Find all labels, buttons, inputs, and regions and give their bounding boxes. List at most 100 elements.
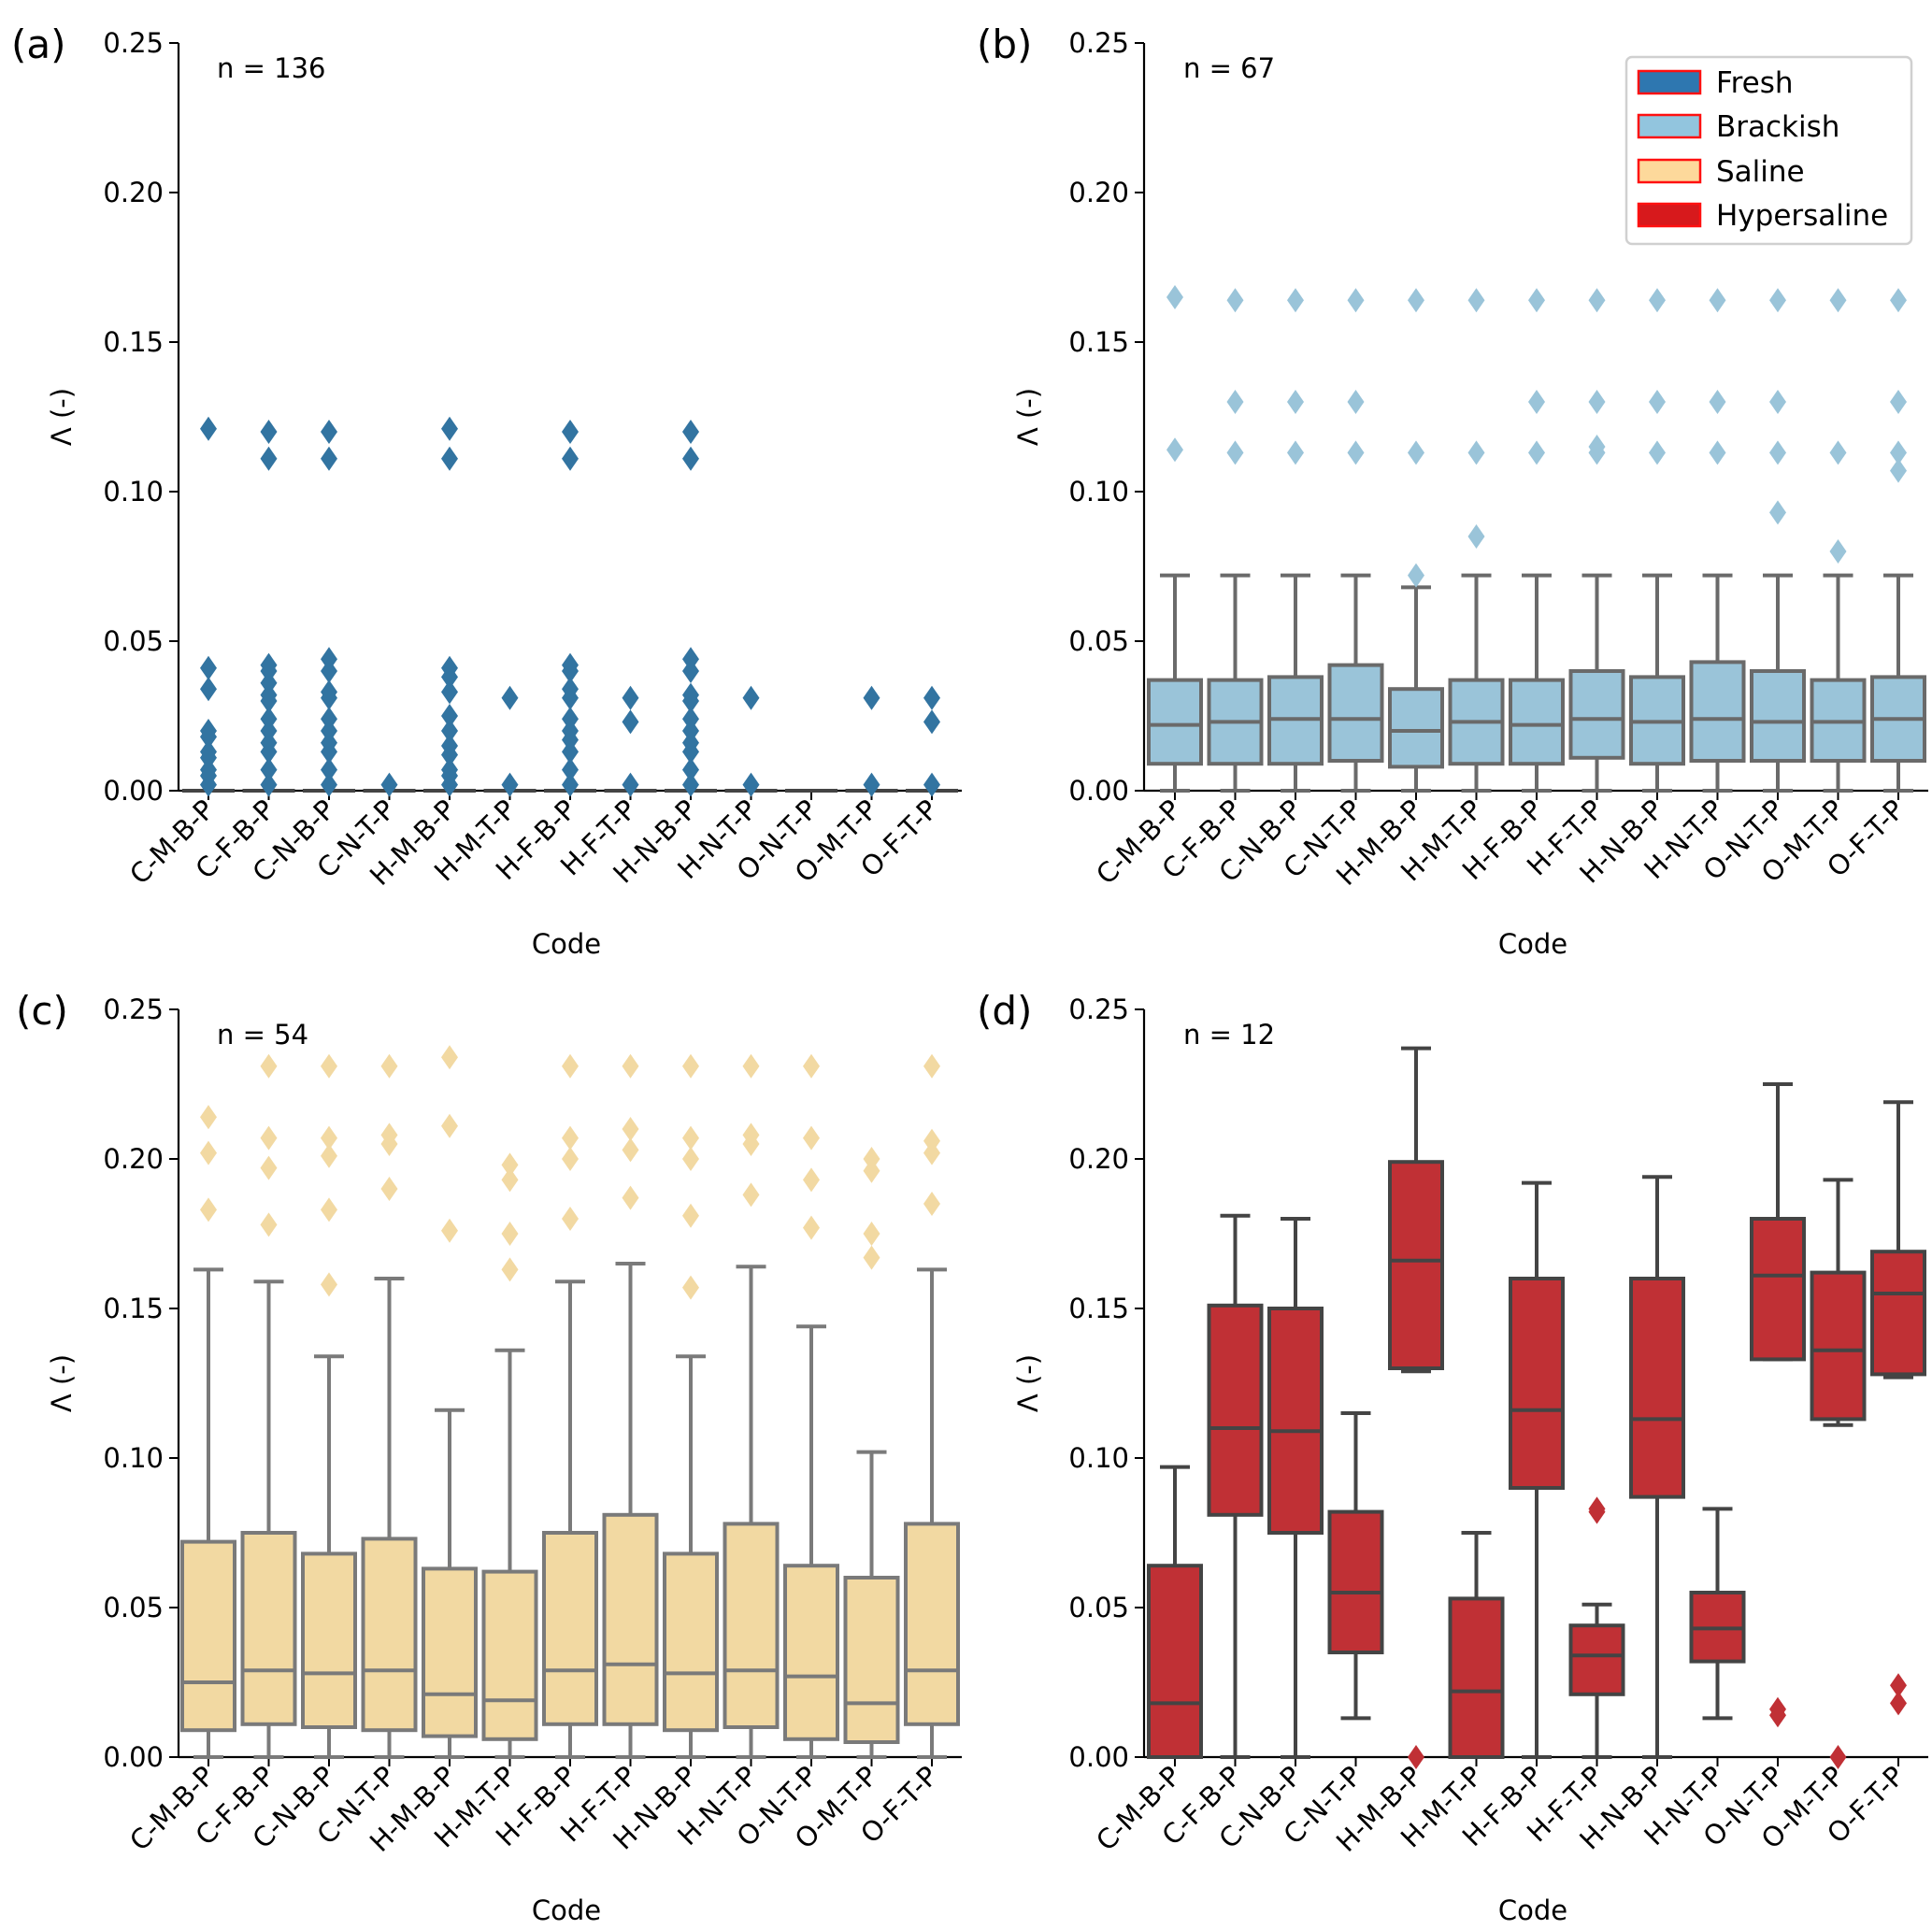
- outlier-marker: [1829, 1745, 1847, 1769]
- box-H-N-B-P: [665, 420, 717, 797]
- outlier-marker: [682, 1147, 699, 1171]
- box-C-M-B-P: [1147, 1465, 1203, 1759]
- outlier-marker: [321, 1272, 337, 1297]
- legend-label-hypersaline: Hypersaline: [1716, 199, 1888, 233]
- outlier-marker: [200, 1140, 217, 1165]
- outlier-marker: [923, 1192, 940, 1216]
- y-tick-label: 0.15: [1068, 326, 1129, 358]
- y-tick-label: 0.00: [1068, 1741, 1129, 1773]
- outlier-marker: [682, 689, 699, 713]
- outlier-marker: [682, 1125, 699, 1151]
- iqr-box: [723, 1522, 780, 1730]
- box-H-N-B-P: [1629, 1175, 1685, 1759]
- outlier-marker: [1588, 288, 1606, 313]
- outlier-marker: [1166, 285, 1183, 309]
- iqr-box: [1267, 1307, 1324, 1535]
- outlier-marker: [1890, 1673, 1907, 1698]
- outlier-marker: [321, 1125, 337, 1151]
- outlier-marker: [1829, 288, 1847, 313]
- outlier-marker: [1467, 440, 1485, 465]
- iqr-box: [1327, 663, 1384, 763]
- box-H-N-B-P: [663, 1053, 719, 1759]
- outlier-marker: [321, 1053, 337, 1079]
- outlier-marker: [622, 772, 639, 797]
- outlier-marker: [380, 1053, 398, 1079]
- box-O-N-T-P: [1750, 1082, 1806, 1728]
- outlier-marker: [562, 772, 579, 797]
- outlier-marker: [863, 772, 880, 797]
- y-tick-label: 0.10: [103, 476, 164, 508]
- box-H-M-B-P: [1388, 1046, 1444, 1769]
- y-tick-label: 0.00: [1068, 775, 1129, 807]
- box-C-F-B-P: [1207, 1213, 1264, 1759]
- iqr-box: [1509, 1277, 1565, 1490]
- box-C-N-T-P: [361, 1053, 418, 1759]
- box-C-N-B-P: [1267, 1217, 1324, 1759]
- outlier-marker: [441, 719, 458, 743]
- box-C-M-B-P: [1147, 285, 1203, 793]
- y-tick-label: 0.00: [103, 775, 164, 807]
- box-C-N-T-P: [363, 772, 416, 797]
- outlier-marker: [1287, 440, 1304, 465]
- box-O-F-T-P: [904, 1053, 960, 1759]
- outlier-marker: [321, 772, 337, 797]
- outlier-marker: [1709, 390, 1726, 414]
- outlier-marker: [200, 1105, 217, 1130]
- iqr-box: [180, 1539, 236, 1733]
- outlier-marker: [200, 724, 217, 750]
- outlier-marker: [1890, 288, 1907, 313]
- iqr-box: [663, 1551, 719, 1733]
- outlier-marker: [1769, 288, 1786, 313]
- outlier-marker: [1408, 563, 1424, 588]
- y-tick-label: 0.15: [1068, 1293, 1129, 1324]
- iqr-box: [1750, 669, 1806, 763]
- outlier-marker: [562, 685, 579, 710]
- panel-c: (c) n = 54 Code Λ (-) 0.00 0.05 0.10 0.15 0.…: [16, 988, 962, 1926]
- outlier-marker: [923, 1140, 940, 1165]
- outlier-marker: [682, 420, 699, 444]
- box-O-M-T-P: [843, 1147, 900, 1759]
- iqr-box: [904, 1522, 960, 1726]
- outlier-marker: [1769, 500, 1786, 525]
- outlier-marker: [923, 709, 940, 735]
- outlier-marker: [562, 757, 579, 782]
- y-tick-label: 0.05: [103, 625, 164, 657]
- box-H-M-B-P: [422, 1045, 478, 1759]
- y-tick-label: 0.10: [1068, 476, 1129, 508]
- legend: Fresh Brackish Saline Hypersaline: [1624, 55, 1913, 246]
- sample-count: n = 67: [1183, 52, 1275, 84]
- outlier-marker: [923, 1053, 940, 1079]
- outlier-marker: [1226, 440, 1244, 465]
- outlier-marker: [501, 1167, 519, 1193]
- box-H-N-T-P: [1689, 288, 1746, 793]
- outlier-marker: [260, 689, 278, 713]
- box-H-N-T-P: [1689, 1507, 1746, 1721]
- outlier-marker: [1649, 440, 1666, 465]
- outlier-marker: [200, 655, 217, 680]
- iqr-box: [1689, 660, 1746, 764]
- outlier-marker: [562, 659, 579, 683]
- outlier-marker: [562, 739, 579, 765]
- box-H-N-T-P: [723, 1053, 780, 1759]
- iqr-box: [1327, 1509, 1384, 1654]
- outlier-marker: [1649, 390, 1666, 414]
- box-H-F-T-P: [602, 1053, 659, 1759]
- outlier-marker: [1528, 288, 1545, 313]
- outlier-marker: [803, 1167, 820, 1193]
- box-H-M-T-P: [481, 1152, 538, 1759]
- x-axis-label: Code: [1498, 1894, 1567, 1926]
- outlier-marker: [1709, 288, 1726, 313]
- iqr-box: [481, 1569, 538, 1741]
- outlier-marker: [682, 1275, 699, 1300]
- outlier-marker: [260, 772, 278, 797]
- y-axis-label: Λ (-): [46, 388, 78, 446]
- outlier-marker: [863, 1222, 880, 1246]
- outlier-marker: [1287, 390, 1304, 414]
- outlier-marker: [622, 1117, 639, 1141]
- outlier-marker: [380, 1132, 398, 1156]
- box-C-N-B-P: [303, 420, 355, 797]
- outlier-marker: [1588, 440, 1606, 465]
- outlier-marker: [1769, 390, 1786, 414]
- legend-swatch-brackish: [1637, 113, 1702, 139]
- panel-label: (c): [16, 988, 68, 1034]
